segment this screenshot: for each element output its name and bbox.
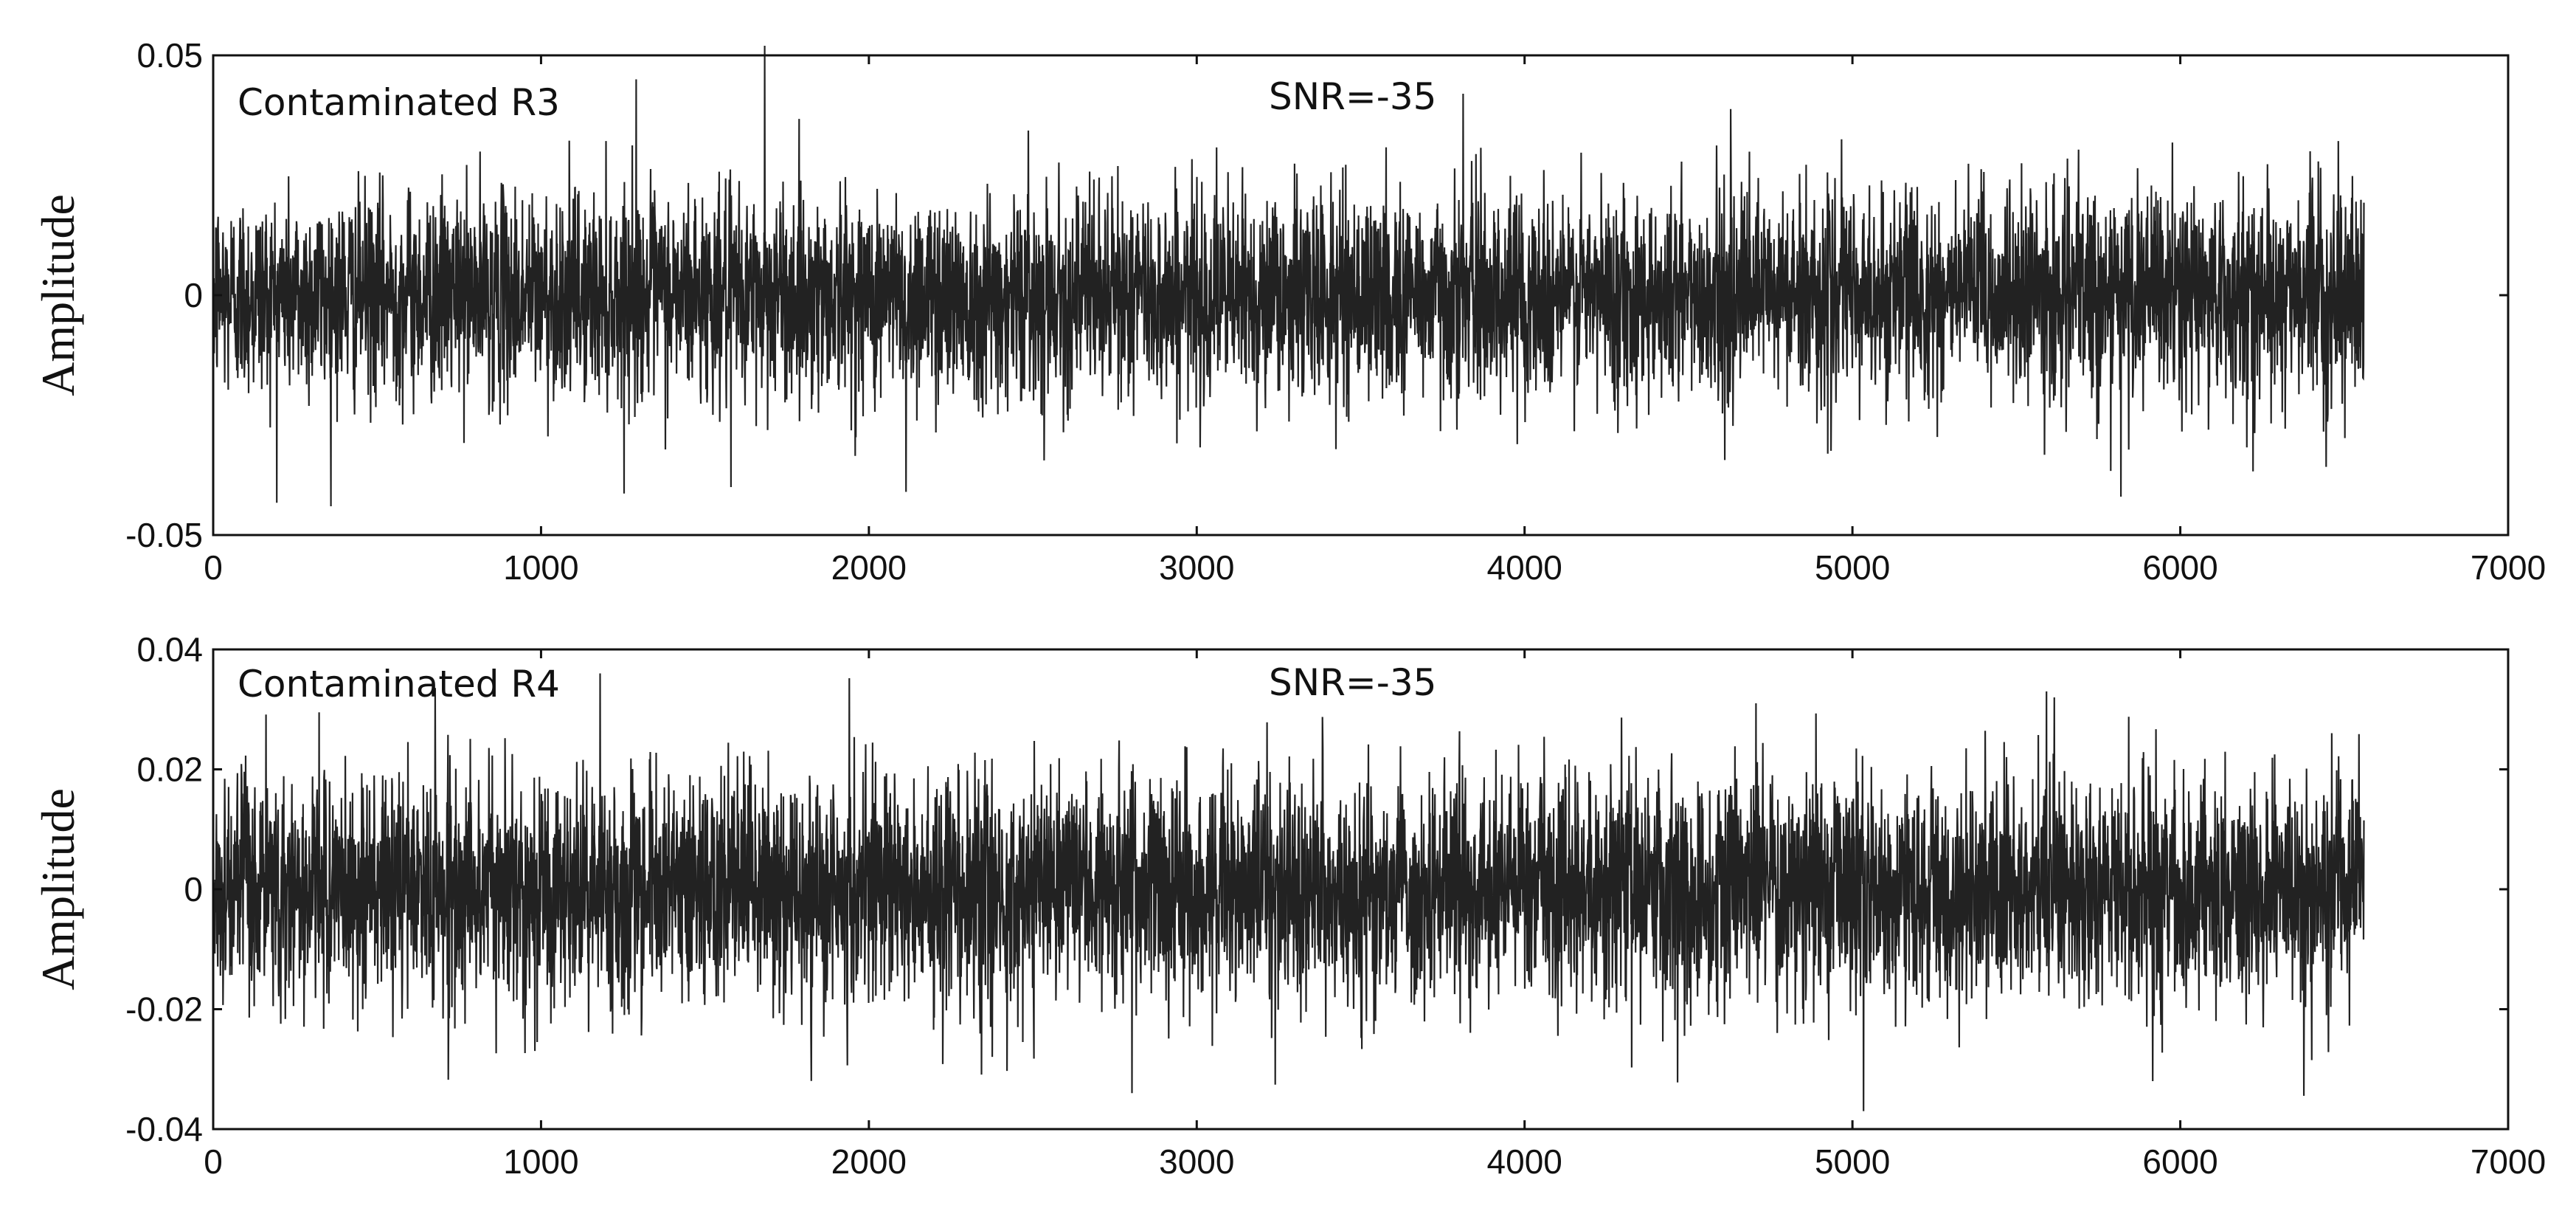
ticks-r4: 0 1000 2000 3000 4000 5000 6000 7000 -0.04 -0.02 0… — [125, 630, 2546, 1181]
annotation-contaminated-r4: Contaminated R4 — [238, 663, 560, 706]
signal-line-r4 — [212, 673, 2365, 1111]
panel-r3: 0 1000 2000 3000 4000 5000 6000 7000-0.0500.05 … — [32, 36, 2546, 587]
annotation-snr-r3: SNR=-35 — [1269, 75, 1436, 118]
x-tick-label: 5000 — [1815, 1142, 1890, 1181]
x-tick-label: 3000 — [1159, 548, 1234, 587]
x-tick-label: 6000 — [2142, 548, 2217, 587]
y-tick-label: -0.04 — [125, 1110, 203, 1148]
x-tick-label: 6000 — [2142, 1142, 2217, 1181]
x-tick-label: 7000 — [2471, 548, 2546, 587]
y-tick-label: 0 — [184, 870, 203, 908]
y-tick-label: 0.05 — [136, 36, 203, 75]
annotation-snr-r4: SNR=-35 — [1269, 661, 1436, 704]
y-tick-label: -0.02 — [125, 990, 203, 1029]
x-tick-label: 1000 — [503, 548, 578, 587]
x-tick-label: 0 — [204, 548, 223, 587]
y-tick-label: 0.04 — [136, 630, 203, 669]
x-tick-label: 4000 — [1487, 548, 1562, 587]
y-axis-label-r4: Amplitude — [32, 788, 84, 990]
y-axis-label-r3: Amplitude — [32, 194, 84, 396]
y-tick-label: 0 — [184, 276, 203, 314]
x-tick-label: 4000 — [1487, 1142, 1562, 1181]
annotation-contaminated-r3: Contaminated R3 — [238, 81, 560, 124]
x-tick-label: 0 — [204, 1142, 223, 1181]
x-tick-label: 7000 — [2471, 1142, 2546, 1181]
y-tick-label: -0.05 — [125, 516, 203, 554]
x-tick-label: 3000 — [1159, 1142, 1234, 1181]
y-tick-label: 0.02 — [136, 751, 203, 789]
panel-r4: 0 1000 2000 3000 4000 5000 6000 7000 -0.04 -0.02 0… — [32, 630, 2546, 1181]
x-tick-label: 1000 — [503, 1142, 578, 1181]
signal-line-r3 — [212, 45, 2365, 507]
x-tick-label: 2000 — [831, 1142, 907, 1181]
x-tick-label: 5000 — [1815, 548, 1890, 587]
x-tick-label: 2000 — [831, 548, 907, 587]
